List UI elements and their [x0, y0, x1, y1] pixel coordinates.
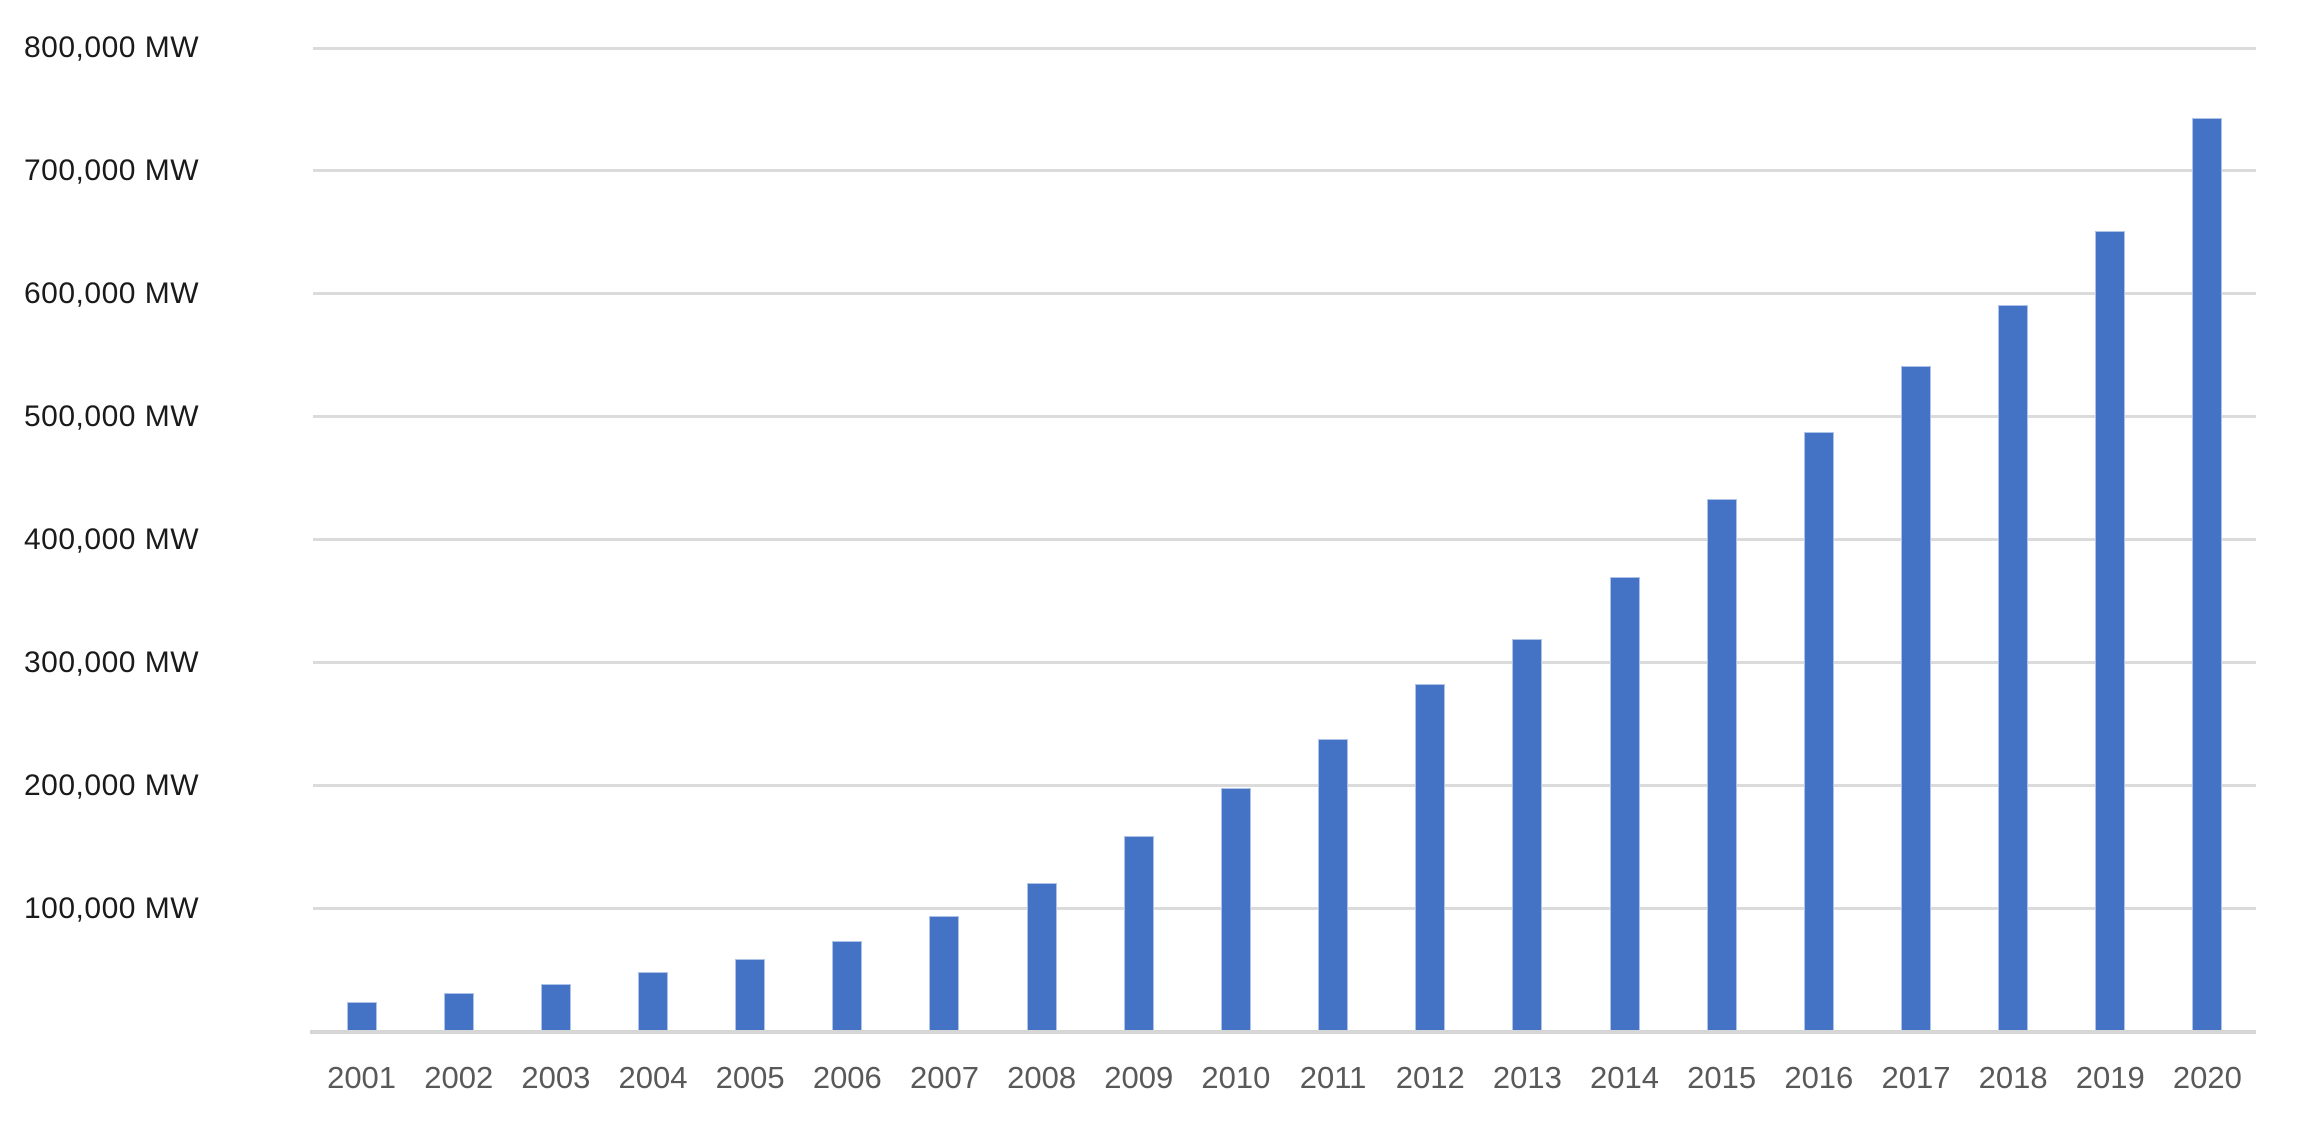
x-tick-label-2012: 2012 — [1395, 1060, 1465, 1095]
x-tick-label-2018: 2018 — [1978, 1060, 2048, 1095]
x-tick-label-2001: 2001 — [327, 1060, 397, 1095]
gridline-400000 — [313, 538, 2256, 542]
bar-2004 — [638, 972, 669, 1032]
x-tick-label-2013: 2013 — [1492, 1060, 1562, 1095]
y-tick-label-800000: 800,000 MW — [24, 31, 200, 64]
bar-2012 — [1415, 683, 1446, 1032]
x-tick-label-2016: 2016 — [1784, 1060, 1854, 1095]
gridline-600000 — [313, 292, 2256, 296]
y-tick-label-600000: 600,000 MW — [24, 276, 200, 310]
x-tick-label-2010: 2010 — [1201, 1060, 1271, 1095]
bar-2002 — [443, 993, 474, 1032]
gridline-700000 — [313, 169, 2256, 173]
bar-2001 — [346, 1001, 377, 1032]
x-tick-label-2008: 2008 — [1007, 1060, 1077, 1095]
y-tick-label-300000: 300,000 MW — [24, 645, 200, 679]
x-tick-label-2017: 2017 — [1881, 1060, 1951, 1095]
y-tick-label-400000: 400,000 MW — [24, 522, 200, 556]
x-tick-label-2006: 2006 — [812, 1060, 882, 1095]
bar-2014 — [1609, 576, 1640, 1032]
bar-2020 — [2192, 118, 2223, 1032]
x-tick-label-2003: 2003 — [521, 1060, 591, 1095]
y-tick-label-500000: 500,000 MW — [24, 399, 200, 433]
bar-2018 — [1998, 304, 2029, 1032]
bar-2015 — [1706, 499, 1737, 1032]
bar-2006 — [832, 940, 863, 1032]
bar-2011 — [1318, 738, 1349, 1032]
x-tick-label-2011: 2011 — [1299, 1060, 1367, 1095]
x-tick-label-2002: 2002 — [424, 1060, 494, 1095]
bar-2009 — [1123, 836, 1154, 1032]
bar-2013 — [1512, 639, 1543, 1032]
gridline-200000 — [313, 784, 2256, 788]
x-tick-label-2014: 2014 — [1590, 1060, 1659, 1095]
bar-2007 — [929, 915, 960, 1032]
x-tick-label-2009: 2009 — [1104, 1060, 1174, 1095]
gridline-800000 — [313, 46, 2256, 50]
bar-2010 — [1220, 788, 1251, 1032]
y-tick-label-700000: 700,000 MW — [24, 153, 200, 187]
bar-2019 — [2095, 231, 2126, 1032]
gridline-500000 — [313, 415, 2256, 419]
bar-2003 — [540, 983, 571, 1032]
x-tick-label-2007: 2007 — [909, 1060, 979, 1095]
x-axis-line — [310, 1029, 2256, 1034]
bar-2008 — [1026, 882, 1057, 1032]
bar-2005 — [735, 958, 766, 1032]
y-tick-label-200000: 200,000 MW — [24, 768, 200, 802]
x-tick-label-2004: 2004 — [618, 1060, 688, 1095]
gridline-100000 — [313, 907, 2256, 911]
y-tick-label-100000: 100,000 MW — [24, 891, 200, 925]
x-tick-label-2005: 2005 — [715, 1060, 785, 1095]
x-tick-label-2020: 2020 — [2172, 1060, 2242, 1095]
x-tick-label-2019: 2019 — [2075, 1060, 2145, 1095]
x-tick-label-2015: 2015 — [1687, 1060, 1757, 1095]
gridline-300000 — [313, 661, 2256, 665]
bar-2017 — [1900, 366, 1931, 1032]
bar-2016 — [1803, 431, 1834, 1032]
